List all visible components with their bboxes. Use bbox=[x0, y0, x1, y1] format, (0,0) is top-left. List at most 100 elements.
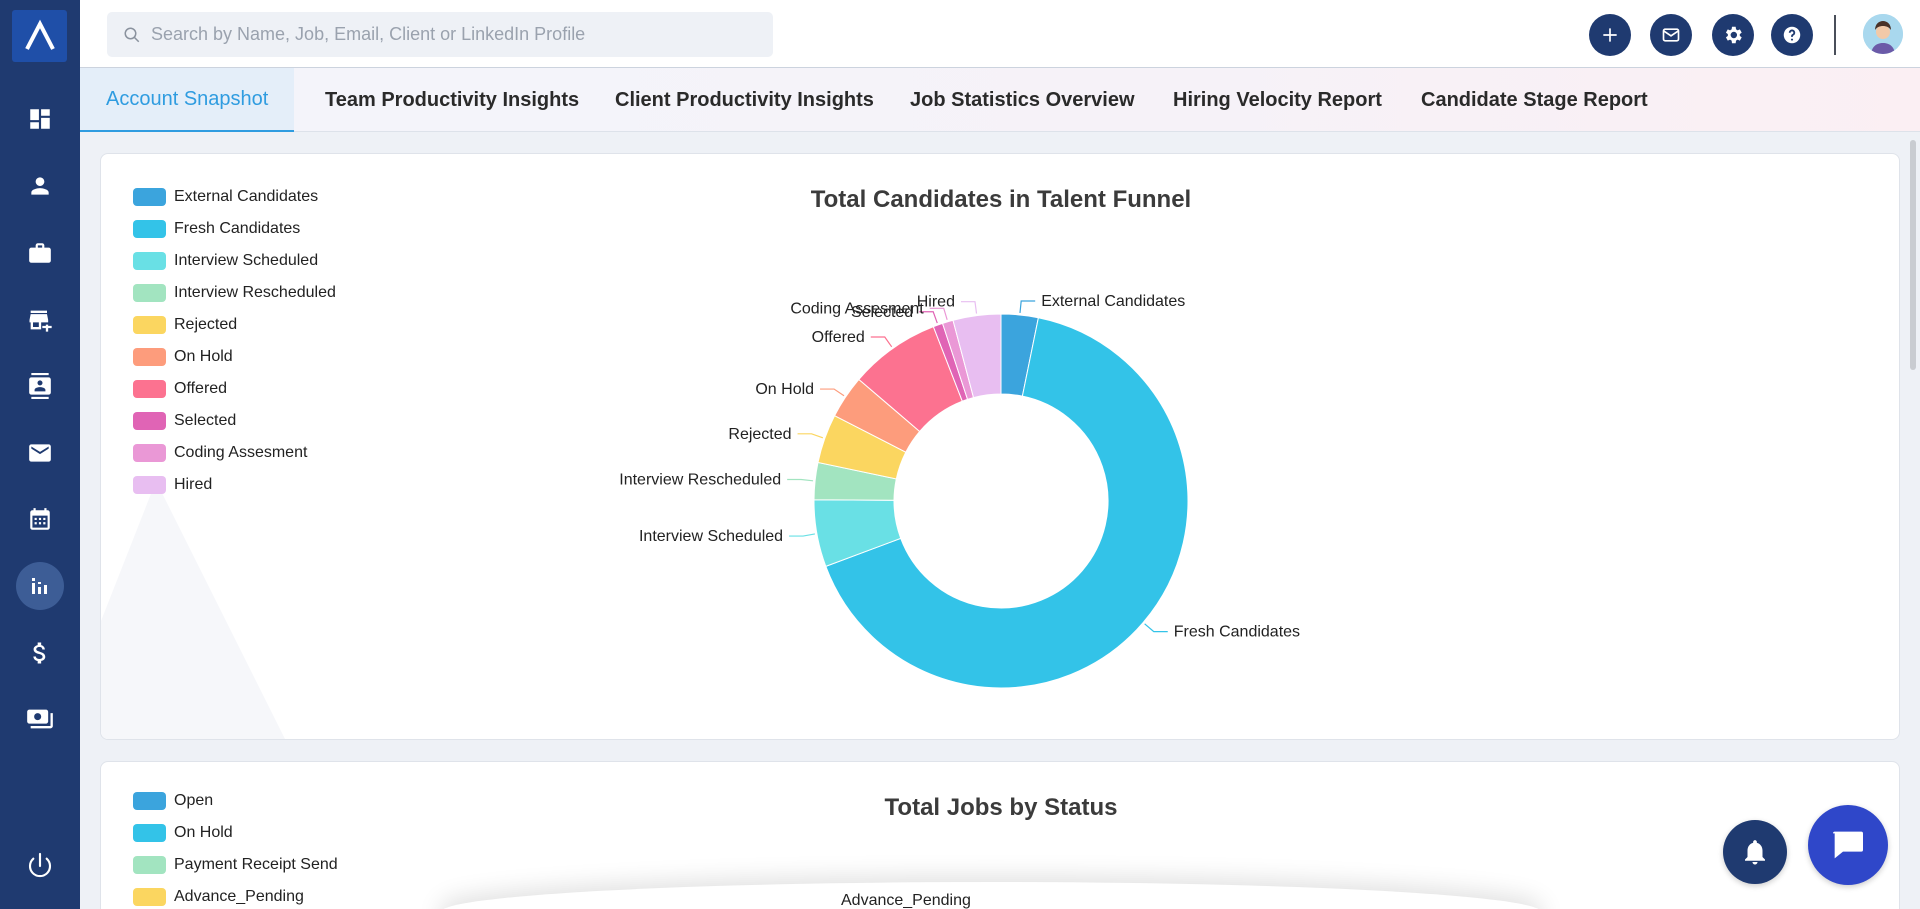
analytics-icon bbox=[32, 578, 47, 594]
slice-label: Selected bbox=[851, 304, 913, 321]
slice-label: Hired bbox=[917, 294, 955, 311]
tab-hiring-velocity-report[interactable]: Hiring Velocity Report bbox=[1173, 88, 1382, 111]
sidebar-item-dashboard[interactable] bbox=[15, 97, 65, 141]
donut-slice[interactable] bbox=[952, 313, 1002, 399]
legend-item[interactable]: Advance_Pending bbox=[133, 881, 338, 909]
sidebar-item-clients[interactable] bbox=[15, 298, 65, 342]
help-icon bbox=[1783, 26, 1801, 44]
legend-item[interactable]: Open bbox=[133, 785, 338, 817]
legend-label: Offered bbox=[174, 380, 228, 397]
slice-label: Fresh Candidates bbox=[1174, 624, 1300, 641]
sidebar bbox=[0, 0, 80, 909]
slice-label: Coding Assesment bbox=[790, 300, 924, 317]
settings-button[interactable] bbox=[1712, 14, 1754, 56]
legend-swatch bbox=[133, 284, 166, 302]
legend-swatch bbox=[133, 888, 166, 906]
legend-item[interactable]: Selected bbox=[133, 405, 336, 437]
chat-icon bbox=[1833, 831, 1863, 859]
user-avatar[interactable] bbox=[1863, 14, 1903, 54]
legend-label: Open bbox=[174, 792, 214, 809]
tab-job-statistics-overview[interactable]: Job Statistics Overview bbox=[910, 88, 1135, 111]
sidebar-item-jobs[interactable] bbox=[15, 231, 65, 275]
jobs-by-status-card: Open On Hold Payment Receipt Send Advanc… bbox=[100, 761, 1900, 909]
label-leader-line bbox=[960, 301, 978, 314]
decorative-shape bbox=[101, 481, 285, 739]
slice-label: Advance_Pending bbox=[841, 892, 971, 909]
tab-candidate-stage-report[interactable]: Candidate Stage Report bbox=[1421, 88, 1648, 111]
tab-team-productivity-insights[interactable]: Team Productivity Insights bbox=[325, 88, 580, 111]
help-button[interactable] bbox=[1771, 14, 1813, 56]
legend-item[interactable]: Hired bbox=[133, 469, 336, 501]
chart-shadow bbox=[441, 882, 1541, 909]
header-divider bbox=[1834, 15, 1836, 55]
label-leader-line bbox=[820, 388, 845, 397]
legend-label: Interview Rescheduled bbox=[174, 284, 336, 301]
legend-swatch bbox=[133, 792, 166, 810]
legend-label: Advance_Pending bbox=[174, 888, 304, 905]
donut-slice[interactable] bbox=[825, 317, 1189, 689]
search-bar[interactable] bbox=[107, 12, 773, 57]
legend-item[interactable]: External Candidates bbox=[133, 181, 336, 213]
legend-swatch bbox=[133, 856, 166, 874]
legend-item[interactable]: Coding Assesment bbox=[133, 437, 336, 469]
dashboard-icon bbox=[30, 109, 50, 129]
briefcase-icon bbox=[29, 243, 51, 263]
notifications-button[interactable] bbox=[1723, 820, 1787, 884]
add-button[interactable] bbox=[1589, 14, 1631, 56]
legend-swatch bbox=[133, 188, 166, 206]
payments-icon bbox=[27, 709, 53, 729]
legend-item[interactable]: Interview Scheduled bbox=[133, 245, 336, 277]
chart-title: Total Jobs by Status bbox=[884, 794, 1118, 821]
calendar-icon bbox=[30, 508, 50, 530]
legend-label: Coding Assesment bbox=[174, 444, 308, 461]
jobs-status-legend: Open On Hold Payment Receipt Send Advanc… bbox=[133, 785, 338, 909]
sidebar-item-mail[interactable] bbox=[15, 431, 65, 475]
legend-item[interactable]: Fresh Candidates bbox=[133, 213, 336, 245]
label-leader-line bbox=[870, 336, 893, 348]
dollar-icon bbox=[33, 642, 46, 664]
legend-item[interactable]: Offered bbox=[133, 373, 336, 405]
slice-label: Interview Rescheduled bbox=[619, 472, 781, 489]
legend-swatch bbox=[133, 348, 166, 366]
legend-item[interactable]: Interview Rescheduled bbox=[133, 277, 336, 309]
page-scrollbar[interactable] bbox=[1910, 140, 1916, 370]
slice-label: External Candidates bbox=[1041, 293, 1185, 310]
avatar-icon bbox=[1863, 14, 1903, 54]
chat-button[interactable] bbox=[1808, 805, 1888, 885]
label-leader-line bbox=[787, 478, 814, 482]
sidebar-item-calendar[interactable] bbox=[15, 498, 65, 542]
label-leader-line bbox=[929, 307, 948, 321]
legend-label: Interview Scheduled bbox=[174, 252, 319, 269]
legend-item[interactable]: Rejected bbox=[133, 309, 336, 341]
sidebar-item-payments[interactable] bbox=[15, 697, 65, 741]
search-input[interactable] bbox=[151, 24, 751, 45]
sidebar-item-analytics[interactable] bbox=[16, 562, 64, 610]
slice-label: Offered bbox=[812, 329, 865, 346]
gear-icon bbox=[1725, 26, 1742, 44]
power-icon bbox=[28, 852, 52, 878]
search-icon bbox=[124, 27, 140, 42]
legend-swatch bbox=[133, 380, 166, 398]
legend-swatch bbox=[133, 476, 166, 494]
inbox-button[interactable] bbox=[1650, 14, 1692, 56]
sidebar-item-contacts[interactable] bbox=[15, 364, 65, 408]
app-logo[interactable] bbox=[12, 10, 67, 62]
legend-item[interactable]: On Hold bbox=[133, 341, 336, 373]
legend-label: Selected bbox=[174, 412, 237, 429]
mail-icon bbox=[1662, 28, 1680, 42]
store-add-icon bbox=[29, 310, 52, 332]
legend-label: Fresh Candidates bbox=[174, 220, 301, 237]
legend-label: Rejected bbox=[174, 316, 238, 333]
tab-client-productivity-insights[interactable]: Client Productivity Insights bbox=[615, 88, 874, 111]
legend-swatch bbox=[133, 316, 166, 334]
tab-account-snapshot[interactable]: Account Snapshot bbox=[80, 68, 295, 132]
sidebar-item-billing[interactable] bbox=[15, 631, 65, 675]
sidebar-item-candidates[interactable] bbox=[15, 164, 65, 208]
legend-swatch bbox=[133, 220, 166, 238]
legend-label: On Hold bbox=[174, 348, 233, 365]
legend-item[interactable]: On Hold bbox=[133, 817, 338, 849]
legend-swatch bbox=[133, 824, 166, 842]
legend-swatch bbox=[133, 252, 166, 270]
legend-item[interactable]: Payment Receipt Send bbox=[133, 849, 338, 881]
logout-button[interactable] bbox=[15, 844, 65, 888]
